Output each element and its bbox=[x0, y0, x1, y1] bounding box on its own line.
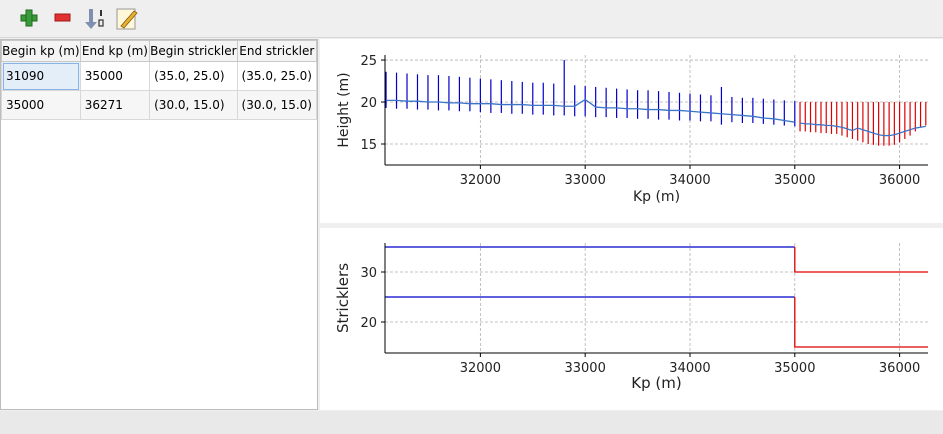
table-panel: Begin kp (m) End kp (m) Begin strickler … bbox=[0, 39, 318, 410]
cell[interactable]: 36271 bbox=[79, 90, 151, 120]
cell[interactable]: (35.0, 25.0) bbox=[149, 61, 238, 91]
x-tick-label: 35000 bbox=[774, 173, 815, 188]
toolbar bbox=[0, 0, 943, 38]
x-tick-label: 34000 bbox=[669, 361, 710, 376]
cell[interactable]: (30.0, 15.0) bbox=[149, 90, 238, 120]
y-tick-label: 15 bbox=[360, 138, 377, 153]
sort-button[interactable] bbox=[85, 9, 104, 29]
data-line bbox=[799, 122, 926, 137]
edit-button[interactable] bbox=[116, 8, 138, 30]
y-tick-label: 25 bbox=[360, 54, 377, 69]
toolbar-icons bbox=[20, 8, 138, 30]
x-tick-label: 36000 bbox=[879, 361, 920, 376]
data-line bbox=[794, 297, 928, 348]
x-tick-label: 32000 bbox=[460, 361, 501, 376]
status-bar bbox=[0, 411, 943, 434]
table: Begin kp (m) End kp (m) Begin strickler … bbox=[1, 40, 318, 120]
data-line bbox=[794, 247, 928, 273]
table-row[interactable]: 31090 35000 (35.0, 25.0) (35.0, 25.0) bbox=[1, 61, 318, 91]
column-header[interactable]: Begin kp (m) bbox=[1, 40, 81, 62]
x-tick-label: 32000 bbox=[460, 173, 501, 188]
x-tick-label: 36000 bbox=[879, 173, 920, 188]
cell[interactable]: (30.0, 15.0) bbox=[236, 90, 318, 120]
y-tick-label: 30 bbox=[360, 266, 377, 281]
remove-button[interactable] bbox=[54, 13, 71, 22]
x-tick-label: 34000 bbox=[669, 173, 710, 188]
cell[interactable]: 35000 bbox=[1, 90, 81, 120]
cell[interactable]: 35000 bbox=[79, 61, 151, 91]
chart-panel bbox=[320, 228, 943, 410]
x-tick-label: 35000 bbox=[774, 361, 815, 376]
x-axis-label: Kp (m) bbox=[633, 189, 680, 205]
cell[interactable]: (35.0, 25.0) bbox=[236, 61, 318, 91]
chart-panel bbox=[320, 39, 943, 223]
column-header[interactable]: Begin strickler bbox=[149, 40, 238, 62]
cell[interactable]: 31090 bbox=[1, 61, 81, 91]
y-axis-label: Stricklers bbox=[334, 263, 352, 333]
x-axis-label: Kp (m) bbox=[631, 374, 681, 392]
y-tick-label: 20 bbox=[360, 96, 377, 111]
add-button[interactable] bbox=[20, 9, 38, 27]
data-line bbox=[386, 98, 795, 123]
y-axis-label: Height (m) bbox=[336, 72, 352, 147]
header-row: Begin kp (m) End kp (m) Begin strickler … bbox=[1, 40, 318, 62]
x-tick-label: 33000 bbox=[564, 361, 605, 376]
column-header[interactable]: End kp (m) bbox=[79, 40, 151, 62]
x-tick-label: 33000 bbox=[564, 173, 605, 188]
table-row[interactable]: 35000 36271 (30.0, 15.0) (30.0, 15.0) bbox=[1, 90, 318, 120]
y-tick-label: 20 bbox=[360, 316, 377, 331]
column-header[interactable]: End strickler bbox=[236, 40, 318, 62]
